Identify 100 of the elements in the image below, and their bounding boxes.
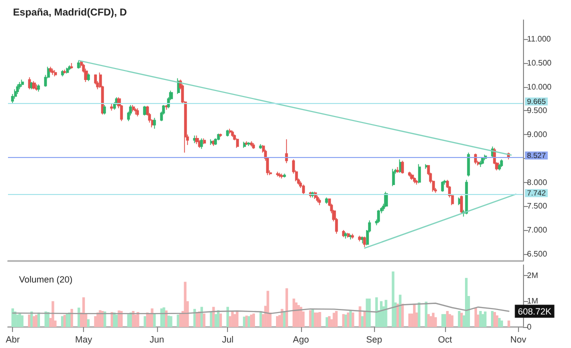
candlestick [200,138,203,150]
candlestick [70,62,73,70]
candlestick [344,232,347,239]
bar [335,310,338,327]
bar [28,314,31,327]
candlestick [283,173,286,178]
bar [32,316,36,327]
bar [266,290,270,327]
bar [70,308,74,327]
candlestick [460,195,463,214]
candlestick [392,168,395,186]
y-tick-label: 10.000 [527,82,552,92]
candlestick [498,164,501,171]
candlestick [195,135,199,144]
bar [198,312,201,327]
y-tick-label: 9.500 [527,106,548,116]
bar [465,278,468,327]
bar [427,314,430,327]
candlestick [14,88,17,100]
candlestick [361,236,364,244]
bar [332,312,336,327]
candlestick [35,84,38,92]
candlestick [325,197,328,204]
bar [285,288,288,327]
candlestick [318,198,321,206]
candlestick [68,64,71,71]
x-tick-label: Abr [6,334,20,344]
bar [450,315,454,327]
candlestick [229,128,232,134]
bar [216,310,220,327]
y-tick-label: 7.000 [527,225,548,234]
bar [250,314,253,327]
candlestick [103,104,106,115]
candlestick [214,138,217,146]
candlestick [481,157,484,165]
bar [202,314,206,327]
y-tick-label: 0 [527,322,532,332]
y-tick-label: 10.500 [527,58,552,68]
candlestick [80,60,83,68]
candlestick [21,79,24,88]
bar [259,312,262,327]
bar [380,301,383,327]
candlestick [302,184,305,195]
bar [144,316,146,327]
candlestick [16,84,19,94]
candlestick [342,230,345,238]
bar [136,312,140,327]
bar [368,298,371,327]
text: Volumen (20) [19,274,73,284]
bar [236,310,238,327]
candlestick [61,70,64,77]
bar [68,312,71,327]
candlestick [193,135,196,144]
bar [490,310,494,327]
candlestick [217,133,220,141]
candlestick [401,160,404,174]
y-tick-label: 6.500 [527,249,548,258]
bar [418,302,420,327]
candlestick [467,152,470,177]
line-series [12,302,510,314]
candlestick [278,172,281,178]
bar [280,308,284,327]
candlestick [247,142,251,146]
candlestick [276,171,279,177]
candlestick [18,82,21,90]
candlestick [479,160,482,168]
candlestick [441,180,444,192]
bar [328,316,331,327]
candlestick [134,108,137,115]
candlestick [250,140,253,147]
bar [458,310,461,327]
candlestick [316,195,319,203]
candlestick [415,179,418,186]
candlestick [465,179,468,215]
candlestick [165,104,168,110]
bar [104,312,106,327]
candlestick [87,73,90,82]
bar [396,304,400,327]
y-tick-label: 2M [527,270,538,280]
candlestick [84,68,88,82]
candlestick [132,104,135,112]
bar [252,314,255,327]
y-tick-label: 8.000 [527,178,548,187]
candlestick [363,236,366,248]
bar [78,308,80,327]
bar [242,316,246,327]
candlestick [259,144,262,150]
candlestick [63,69,66,74]
candlestick [32,80,36,90]
x-tick-label: Jul [222,334,234,344]
bar [87,319,90,327]
candlestick [94,74,97,85]
bar [94,316,97,327]
bar [361,316,364,327]
candlestick [245,140,248,146]
bar [118,310,120,327]
candlestick [413,177,416,184]
x-tick-label: Jun [150,334,164,344]
bar [474,308,478,327]
x-tick-label: Oct [438,334,453,344]
